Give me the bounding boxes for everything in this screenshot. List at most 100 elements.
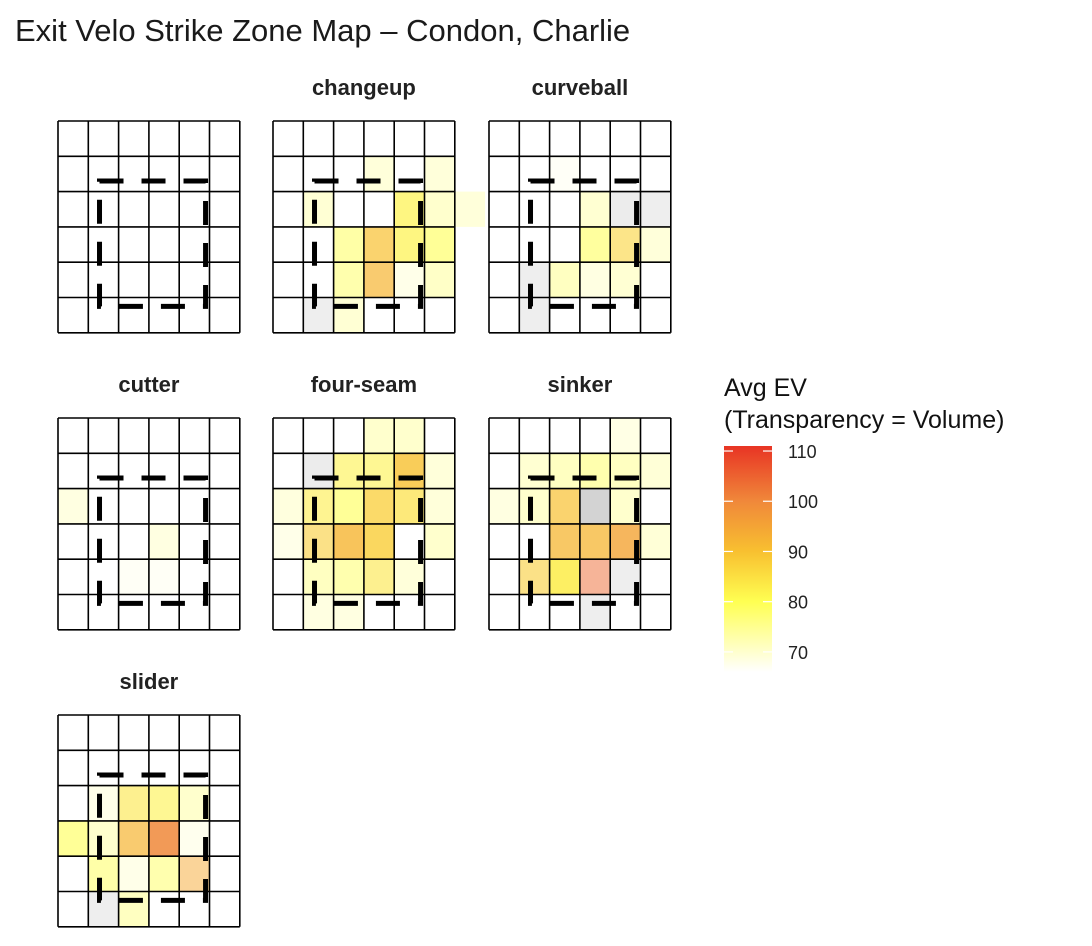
heat-cell [303, 559, 334, 595]
heat-cell [333, 594, 364, 630]
heat-cell [640, 226, 671, 263]
heat-cell [549, 488, 580, 524]
heat-cell [148, 856, 180, 892]
heat-cell [549, 523, 580, 560]
grid-lines [488, 417, 672, 631]
legend-colorbar [724, 446, 772, 672]
heat-cell [333, 226, 364, 263]
heat-cell [394, 418, 425, 454]
heat-cell [489, 488, 520, 524]
heat-cell [363, 523, 395, 560]
heat-cell [273, 488, 304, 524]
heat-cell [148, 785, 180, 821]
heat-cell [118, 785, 149, 821]
heat-cell [519, 559, 550, 595]
heat-cell [549, 156, 580, 192]
grid-lines [272, 120, 456, 334]
strike-zone [97, 475, 209, 606]
legend-tick-label: 90 [788, 542, 808, 562]
heat-cell [363, 559, 395, 595]
strike-zone [312, 475, 424, 606]
heat-cell [519, 453, 550, 489]
heat-cell [579, 488, 611, 524]
chart-title: Exit Velo Strike Zone Map – Condon, Char… [15, 13, 630, 48]
grid-lines [57, 714, 241, 928]
heat-cell [363, 488, 395, 524]
facet-label: slider [120, 669, 179, 694]
heat-cell [363, 453, 395, 489]
facet-label: four-seam [311, 372, 417, 397]
heat-cell [640, 453, 671, 489]
heat-cell [363, 226, 395, 263]
heat-cell [424, 262, 455, 298]
heat-cell [148, 820, 180, 857]
heat-cell [424, 453, 455, 489]
heat-cell [424, 226, 455, 263]
heat-cell [549, 453, 580, 489]
heat-cell [579, 523, 611, 560]
heat-cell [88, 856, 119, 892]
heat-cell [303, 594, 334, 630]
heat-cell [424, 488, 455, 524]
heat-cell [519, 488, 550, 524]
heat-cell [148, 559, 180, 595]
heat-cell [363, 418, 395, 454]
heat-cell [519, 262, 550, 298]
heat-cell [88, 820, 119, 857]
strike-zone [97, 178, 209, 309]
heat-cell [273, 523, 304, 560]
heat-cell [424, 191, 455, 227]
heat-cell [88, 785, 119, 821]
grid-lines [488, 120, 672, 334]
heat-cell [58, 820, 89, 857]
legend-title: Avg EV [724, 374, 807, 402]
facet-label: changeup [312, 75, 416, 100]
heat-cell [579, 262, 611, 298]
heat-cell [424, 523, 455, 560]
legend-tick-label: 80 [788, 593, 808, 613]
heat-cell [58, 488, 89, 524]
legend-title: (Transparency = Volume) [724, 406, 1004, 434]
strike-zone [528, 178, 640, 309]
facet-four-seam: four-seam [272, 372, 456, 631]
legend-tick-label: 70 [788, 643, 808, 663]
heat-cell [118, 820, 149, 857]
legend-tick-label: 110 [788, 442, 817, 462]
heat-cell [579, 191, 611, 227]
facet-unlabeled [57, 120, 241, 334]
facet-sinker: sinker [488, 372, 672, 631]
grid-lines [57, 120, 241, 334]
heat-cell [640, 523, 671, 560]
facet-label: sinker [547, 372, 612, 397]
heat-cell [610, 418, 641, 454]
facet-cutter: cutter [57, 372, 241, 631]
heat-cell [303, 523, 334, 560]
heat-cell [118, 891, 149, 927]
heat-cell [579, 594, 611, 630]
heat-cell [88, 891, 119, 927]
heat-cell [394, 453, 425, 489]
facet-label: cutter [118, 372, 180, 397]
heat-cell [610, 453, 641, 489]
heat-cell [303, 191, 334, 227]
heat-cell [303, 488, 334, 524]
heat-cell [579, 559, 611, 595]
heat-cell [333, 262, 364, 298]
heat-cell [118, 559, 149, 595]
heat-cell [549, 262, 580, 298]
heat-cell [118, 856, 149, 892]
heat-cell [579, 226, 611, 263]
heat-cell [303, 453, 334, 489]
grid-lines [57, 417, 241, 631]
heat-cell [579, 453, 611, 489]
facet-curveball: curveball [488, 75, 672, 334]
legend-tick-label: 100 [788, 492, 818, 512]
heat-cell [333, 488, 364, 524]
heat-cell [424, 156, 455, 192]
heat-cell [640, 191, 671, 227]
heat-cell [363, 262, 395, 298]
heat-cell [333, 523, 364, 560]
heat-cell [303, 297, 334, 333]
grid-lines [272, 417, 456, 631]
